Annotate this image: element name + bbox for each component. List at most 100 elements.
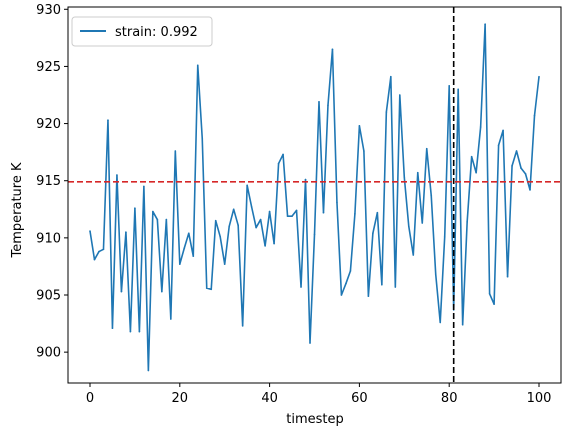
x-tick-label: 40	[261, 391, 278, 406]
data-point	[367, 295, 370, 297]
data-point	[434, 273, 437, 276]
y-tick-label: 910	[36, 231, 61, 246]
data-point	[138, 330, 141, 333]
data-point	[506, 275, 509, 278]
data-point	[502, 129, 504, 132]
data-point	[340, 294, 343, 296]
data-point	[210, 288, 213, 291]
data-point	[327, 104, 329, 107]
data-point	[295, 209, 298, 212]
data-point	[255, 226, 257, 229]
data-point	[488, 293, 491, 295]
data-point	[89, 230, 91, 232]
data-point	[358, 125, 361, 127]
data-point	[250, 206, 253, 208]
data-point	[228, 225, 230, 228]
data-point	[345, 282, 347, 285]
x-tick-label: 60	[351, 391, 368, 406]
data-point	[241, 325, 244, 327]
data-point	[237, 224, 239, 227]
data-point	[529, 189, 531, 191]
data-point	[205, 287, 208, 289]
data-point	[246, 184, 248, 187]
x-tick-label: 20	[172, 391, 189, 406]
legend: strain: 0.992	[71, 16, 213, 47]
data-point	[538, 75, 540, 78]
data-point	[179, 263, 181, 265]
data-point	[520, 167, 522, 169]
data-point	[354, 213, 356, 215]
legend-box	[71, 16, 213, 47]
data-point	[394, 286, 397, 288]
data-point	[170, 318, 172, 320]
data-point	[107, 119, 109, 121]
axes-frame	[67, 6, 562, 384]
y-tick-label: 915	[36, 174, 61, 189]
data-point	[196, 64, 199, 67]
data-point	[147, 369, 150, 372]
data-point	[129, 330, 132, 333]
data-point	[399, 94, 401, 96]
data-point	[493, 303, 495, 305]
data-point	[93, 258, 96, 261]
data-point	[223, 263, 226, 265]
data-point	[457, 88, 459, 91]
data-point	[381, 283, 383, 286]
data-point	[322, 211, 325, 214]
data-point	[152, 210, 154, 213]
data-point	[425, 147, 428, 150]
data-point	[187, 232, 190, 235]
data-point	[143, 185, 145, 188]
y-tick-label: 900	[36, 346, 61, 361]
data-point	[313, 233, 316, 236]
data-point	[363, 150, 365, 152]
data-point	[183, 247, 186, 249]
data-point	[515, 150, 518, 152]
data-point	[259, 218, 262, 221]
data-point	[268, 210, 271, 213]
legend-label: strain: 0.992	[115, 25, 198, 40]
data-point	[475, 171, 477, 174]
data-point	[479, 126, 482, 128]
data-point	[497, 144, 500, 147]
data-point	[470, 155, 473, 158]
data-point	[318, 101, 320, 103]
x-tick-label: 0	[86, 391, 94, 406]
data-point	[161, 290, 163, 293]
plot-area	[67, 6, 562, 384]
data-point	[214, 219, 217, 222]
data-point	[264, 245, 266, 247]
data-point	[111, 327, 114, 329]
y-axis-label: Temperature K	[10, 162, 25, 258]
x-axis-label: timestep	[286, 412, 344, 427]
data-point	[533, 114, 536, 117]
data-point	[273, 242, 275, 245]
data-point	[174, 150, 177, 152]
y-axis-ticks: 900 905 910 915 920 925 930	[36, 3, 68, 361]
x-tick-label: 100	[527, 391, 552, 406]
data-point	[372, 232, 374, 235]
data-point	[282, 153, 284, 156]
data-point	[443, 235, 446, 238]
data-point	[125, 231, 127, 233]
data-point	[430, 194, 433, 197]
data-point	[385, 111, 388, 113]
data-point	[412, 254, 415, 256]
x-tick-label: 80	[441, 391, 458, 406]
data-point	[349, 270, 352, 272]
data-point	[98, 250, 100, 253]
data-point	[524, 173, 527, 175]
data-point	[304, 178, 307, 181]
data-point	[232, 208, 235, 211]
data-point	[134, 207, 136, 209]
data-point	[291, 215, 293, 217]
data-point	[484, 23, 486, 25]
data-point	[461, 323, 464, 326]
data-point	[300, 286, 302, 288]
data-point	[201, 137, 204, 140]
y-tick-label: 920	[36, 117, 61, 132]
y-tick-label: 925	[36, 60, 61, 75]
data-point	[439, 321, 442, 324]
